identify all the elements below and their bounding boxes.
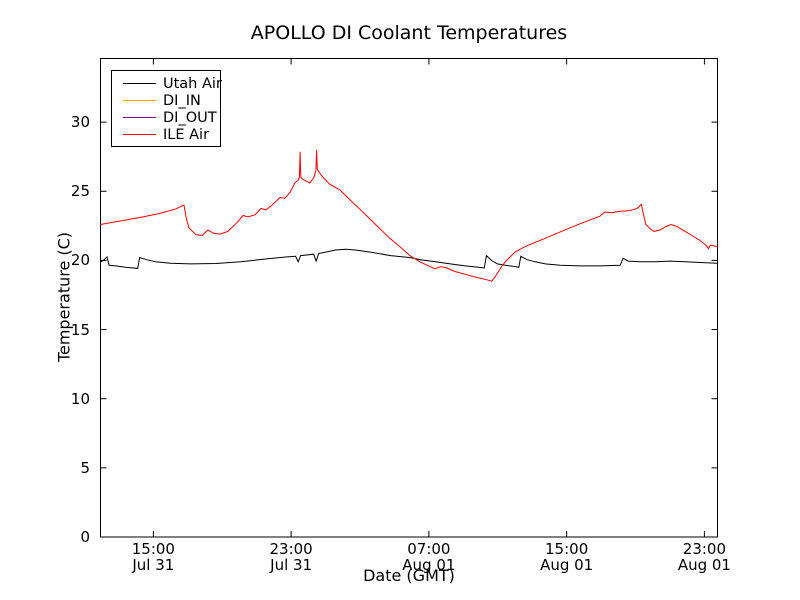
line-sample-icon: [123, 134, 156, 135]
y-tick-label: 10: [70, 389, 90, 408]
line-sample-icon: [123, 83, 156, 84]
legend-label: DI_IN: [163, 92, 201, 109]
y-tick-label: 15: [70, 320, 90, 339]
x-tick-label: 07:00 Aug 01: [402, 540, 456, 574]
legend-entry: DI_OUT: [112, 109, 220, 126]
x-tick-label: 23:00 Aug 01: [677, 540, 731, 574]
series-line-utah-air: [100, 248, 718, 269]
y-tick-label: 30: [70, 113, 90, 132]
x-tick-label: 23:00 Jul 31: [269, 540, 313, 574]
x-axis-label: Date (GMT): [363, 566, 455, 585]
line-sample-icon: [123, 117, 156, 118]
legend-label: DI_OUT: [163, 109, 217, 126]
legend-label: Utah Air: [163, 75, 222, 92]
chart-title: APOLLO DI Coolant Temperatures: [250, 22, 568, 44]
series-line-ile-air: [100, 149, 718, 282]
x-tick-label: 15:00 Jul 31: [131, 540, 175, 574]
legend-entry: Utah Air: [112, 75, 222, 92]
legend-entry: ILE Air: [112, 126, 220, 143]
y-tick-label: 20: [70, 251, 90, 270]
legend-entry: DI_IN: [112, 92, 220, 109]
legend: Utah Air DI_IN DI_OUT ILE Air: [111, 70, 222, 147]
plot-frame: [100, 58, 718, 538]
y-tick-label: 5: [80, 458, 90, 477]
line-sample-icon: [123, 100, 156, 101]
y-tick-label: 25: [70, 182, 90, 201]
y-tick-label: 0: [80, 528, 90, 546]
x-tick-label: 15:00 Aug 01: [540, 540, 594, 574]
legend-label: ILE Air: [163, 126, 210, 143]
